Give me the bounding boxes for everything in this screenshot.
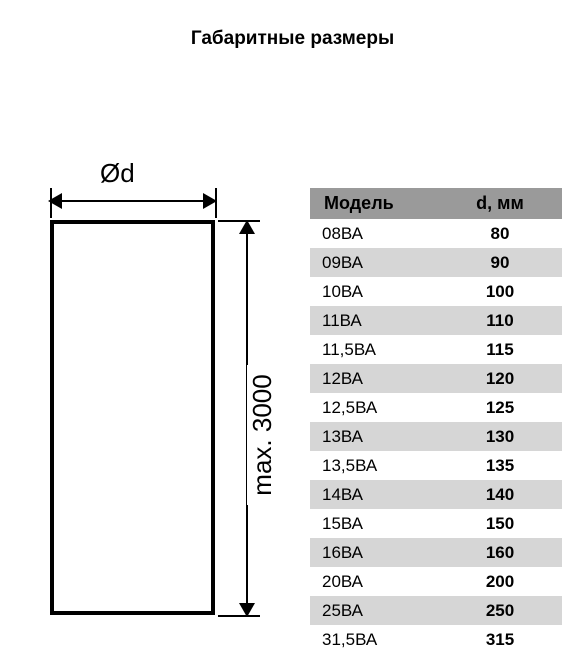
table-cell-value: 200 xyxy=(438,572,562,592)
table-header-cell: Модель xyxy=(310,193,438,214)
table-cell-model: 08ВА xyxy=(310,224,438,244)
table-cell-model: 14ВА xyxy=(310,485,438,505)
diameter-label: Ød xyxy=(100,158,135,189)
table-header-cell: d, мм xyxy=(438,193,562,214)
page-title: Габаритные размеры xyxy=(0,28,585,50)
table-cell-value: 150 xyxy=(438,514,562,534)
table-cell-model: 31,5ВА xyxy=(310,630,438,650)
table-cell-value: 125 xyxy=(438,398,562,418)
table-cell-model: 13,5ВА xyxy=(310,456,438,476)
table-row: 11,5ВА115 xyxy=(310,335,562,364)
table-row: 12ВА120 xyxy=(310,364,562,393)
table-cell-model: 11ВА xyxy=(310,311,438,331)
page-root: Габаритные размеры Ød max. 3000 Модель d… xyxy=(0,0,585,668)
table-cell-model: 11,5ВА xyxy=(310,340,438,360)
table-cell-value: 250 xyxy=(438,601,562,621)
table-cell-value: 135 xyxy=(438,456,562,476)
table-cell-value: 315 xyxy=(438,630,562,650)
table-cell-value: 110 xyxy=(438,311,562,331)
table-row: 25ВА250 xyxy=(310,596,562,625)
table-row: 13ВА130 xyxy=(310,422,562,451)
table-row: 08ВА80 xyxy=(310,219,562,248)
table-cell-value: 100 xyxy=(438,282,562,302)
table-cell-value: 120 xyxy=(438,369,562,389)
table-row: 14ВА140 xyxy=(310,480,562,509)
dimensions-table: Модель d, мм 08ВА8009ВА9010ВА10011ВА1101… xyxy=(310,188,562,654)
table-cell-model: 15ВА xyxy=(310,514,438,534)
table-header-row: Модель d, мм xyxy=(310,188,562,219)
table-cell-model: 16ВА xyxy=(310,543,438,563)
table-cell-value: 80 xyxy=(438,224,562,244)
diameter-dim-line xyxy=(50,200,215,202)
height-label: max. 3000 xyxy=(247,365,277,505)
table-cell-model: 13ВА xyxy=(310,427,438,447)
table-cell-model: 10ВА xyxy=(310,282,438,302)
table-row: 11ВА110 xyxy=(310,306,562,335)
table-row: 15ВА150 xyxy=(310,509,562,538)
table-row: 31,5ВА315 xyxy=(310,625,562,654)
table-row: 09ВА90 xyxy=(310,248,562,277)
pipe-outline xyxy=(50,220,215,615)
table-row: 13,5ВА135 xyxy=(310,451,562,480)
table-cell-value: 130 xyxy=(438,427,562,447)
table-row: 16ВА160 xyxy=(310,538,562,567)
dimension-diagram: Ød max. 3000 xyxy=(40,160,280,630)
table-cell-model: 12,5ВА xyxy=(310,398,438,418)
table-cell-model: 25ВА xyxy=(310,601,438,621)
table-cell-value: 160 xyxy=(438,543,562,563)
table-cell-model: 09ВА xyxy=(310,253,438,273)
table-cell-model: 12ВА xyxy=(310,369,438,389)
table-cell-value: 115 xyxy=(438,340,562,360)
table-cell-value: 90 xyxy=(438,253,562,273)
table-cell-value: 140 xyxy=(438,485,562,505)
table-row: 12,5ВА125 xyxy=(310,393,562,422)
table-cell-model: 20ВА xyxy=(310,572,438,592)
table-row: 20ВА200 xyxy=(310,567,562,596)
table-row: 10ВА100 xyxy=(310,277,562,306)
